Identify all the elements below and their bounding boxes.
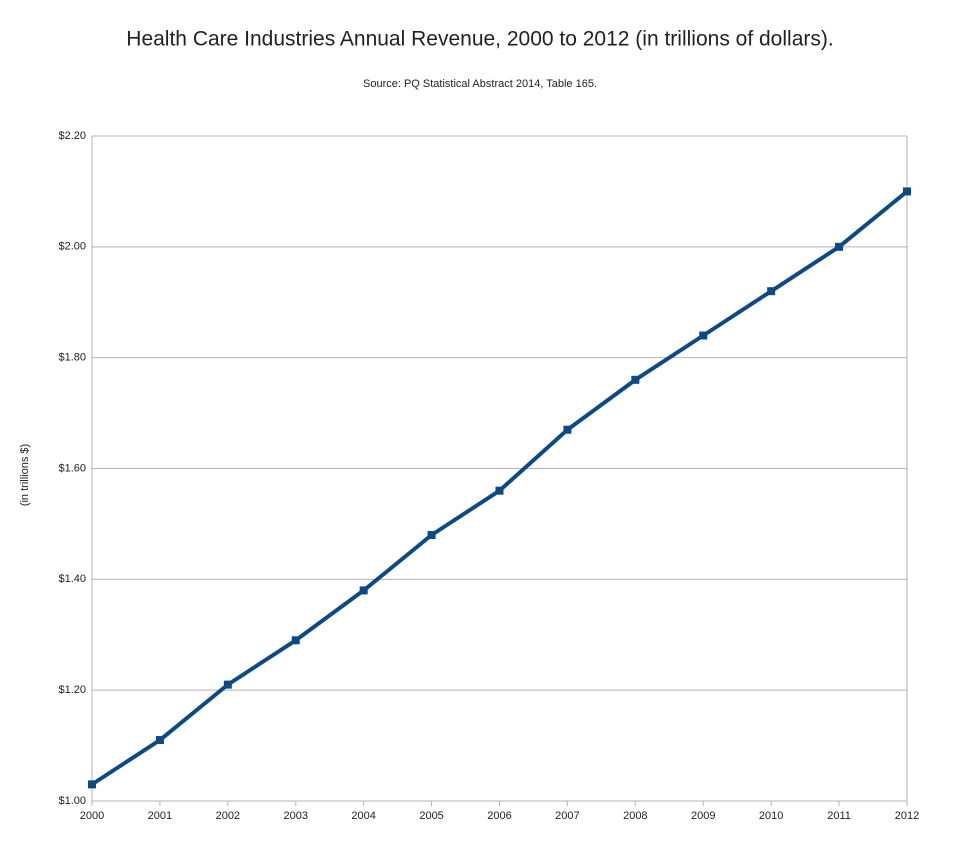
data-point <box>88 780 96 789</box>
data-point <box>835 242 844 251</box>
y-tick-label: $1.40 <box>58 573 86 585</box>
x-tick-label: 2005 <box>419 810 443 822</box>
x-tick-label: 2011 <box>827 810 851 822</box>
y-tick-label: $2.00 <box>58 241 86 253</box>
x-tick-label: 2008 <box>623 810 647 822</box>
data-point <box>631 375 640 384</box>
data-point <box>291 636 300 645</box>
x-tick-label: 2004 <box>351 810 375 822</box>
data-point <box>427 531 436 539</box>
y-tick-label: $2.20 <box>58 130 86 142</box>
y-axis-label: (in trillions $) <box>19 444 31 506</box>
y-tick-label: $1.00 <box>58 795 86 807</box>
data-point <box>359 586 368 595</box>
x-tick-label: 2012 <box>895 810 919 822</box>
x-tick-label: 2002 <box>216 810 240 822</box>
x-tick-label: 2010 <box>759 810 783 822</box>
data-point <box>563 425 572 434</box>
y-tick-label: $1.80 <box>58 352 86 364</box>
data-point <box>495 486 504 495</box>
data-point <box>903 187 911 196</box>
chart-subtitle: Source: PQ Statistical Abstract 2014, Ta… <box>363 78 597 90</box>
x-tick-label: 2001 <box>148 810 172 822</box>
x-tick-label: 2000 <box>80 810 104 822</box>
y-tick-label: $1.20 <box>58 684 86 696</box>
x-tick-label: 2009 <box>691 810 715 822</box>
x-tick-label: 2007 <box>555 810 579 822</box>
x-tick-label: 2003 <box>284 810 308 822</box>
chart-title: Health Care Industries Annual Revenue, 2… <box>126 28 833 51</box>
data-point <box>767 287 776 296</box>
data-point <box>223 680 232 689</box>
y-tick-label: $1.60 <box>58 462 86 474</box>
x-tick-label: 2006 <box>487 810 511 822</box>
data-point <box>699 331 708 340</box>
data-point <box>155 736 164 745</box>
